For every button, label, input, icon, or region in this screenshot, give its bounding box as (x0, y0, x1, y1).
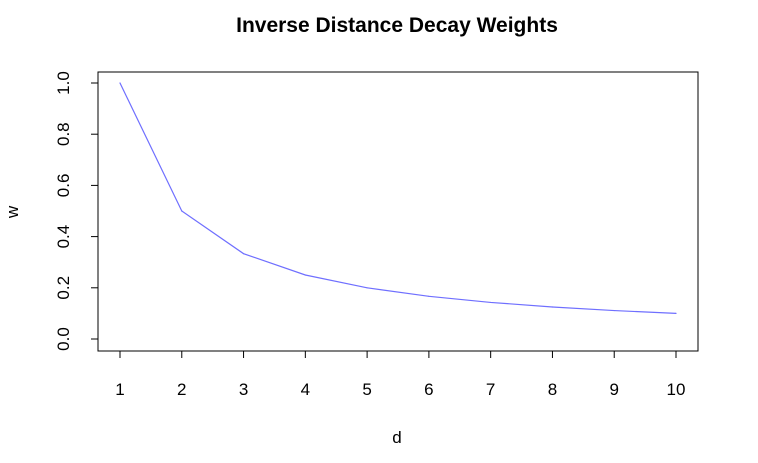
data-point (613, 309, 615, 312)
x-tick-label: 5 (362, 380, 371, 399)
y-tick-label: 0.4 (54, 225, 73, 249)
x-axis: 1 2 3 4 5 6 7 8 9 10 (115, 350, 686, 399)
data-point (304, 274, 306, 276)
x-tick-label: 7 (486, 380, 495, 399)
data-point (675, 312, 677, 314)
data-point (366, 287, 368, 289)
series-line (119, 82, 677, 314)
x-tick-label: 1 (115, 380, 124, 399)
x-axis-label: d (392, 428, 401, 447)
y-tick-label: 0.2 (54, 276, 73, 300)
plot-area (97, 71, 699, 352)
y-axis: 0.0 0.2 0.4 0.6 0.8 1.0 (54, 71, 99, 351)
x-tick-label: 8 (548, 380, 557, 399)
data-point (119, 82, 121, 84)
x-tick-label: 6 (424, 380, 433, 399)
series-layer (119, 82, 677, 314)
y-axis-label: w (3, 205, 22, 219)
data-point (181, 210, 183, 212)
x-tick-label: 10 (667, 380, 686, 399)
x-tick-label: 4 (301, 380, 310, 399)
data-point (551, 306, 554, 308)
x-tick-label: 3 (239, 380, 248, 399)
x-tick-label: 2 (177, 380, 186, 399)
x-tick-label: 9 (609, 380, 618, 399)
y-tick-label: 0.0 (54, 327, 73, 351)
y-tick-label: 0.8 (54, 122, 73, 146)
y-tick-label: 0.6 (54, 174, 73, 198)
data-point (428, 295, 430, 297)
chart-title: Inverse Distance Decay Weights (236, 14, 558, 37)
data-point (490, 301, 492, 304)
y-tick-label: 1.0 (54, 71, 73, 95)
data-point (242, 253, 245, 255)
